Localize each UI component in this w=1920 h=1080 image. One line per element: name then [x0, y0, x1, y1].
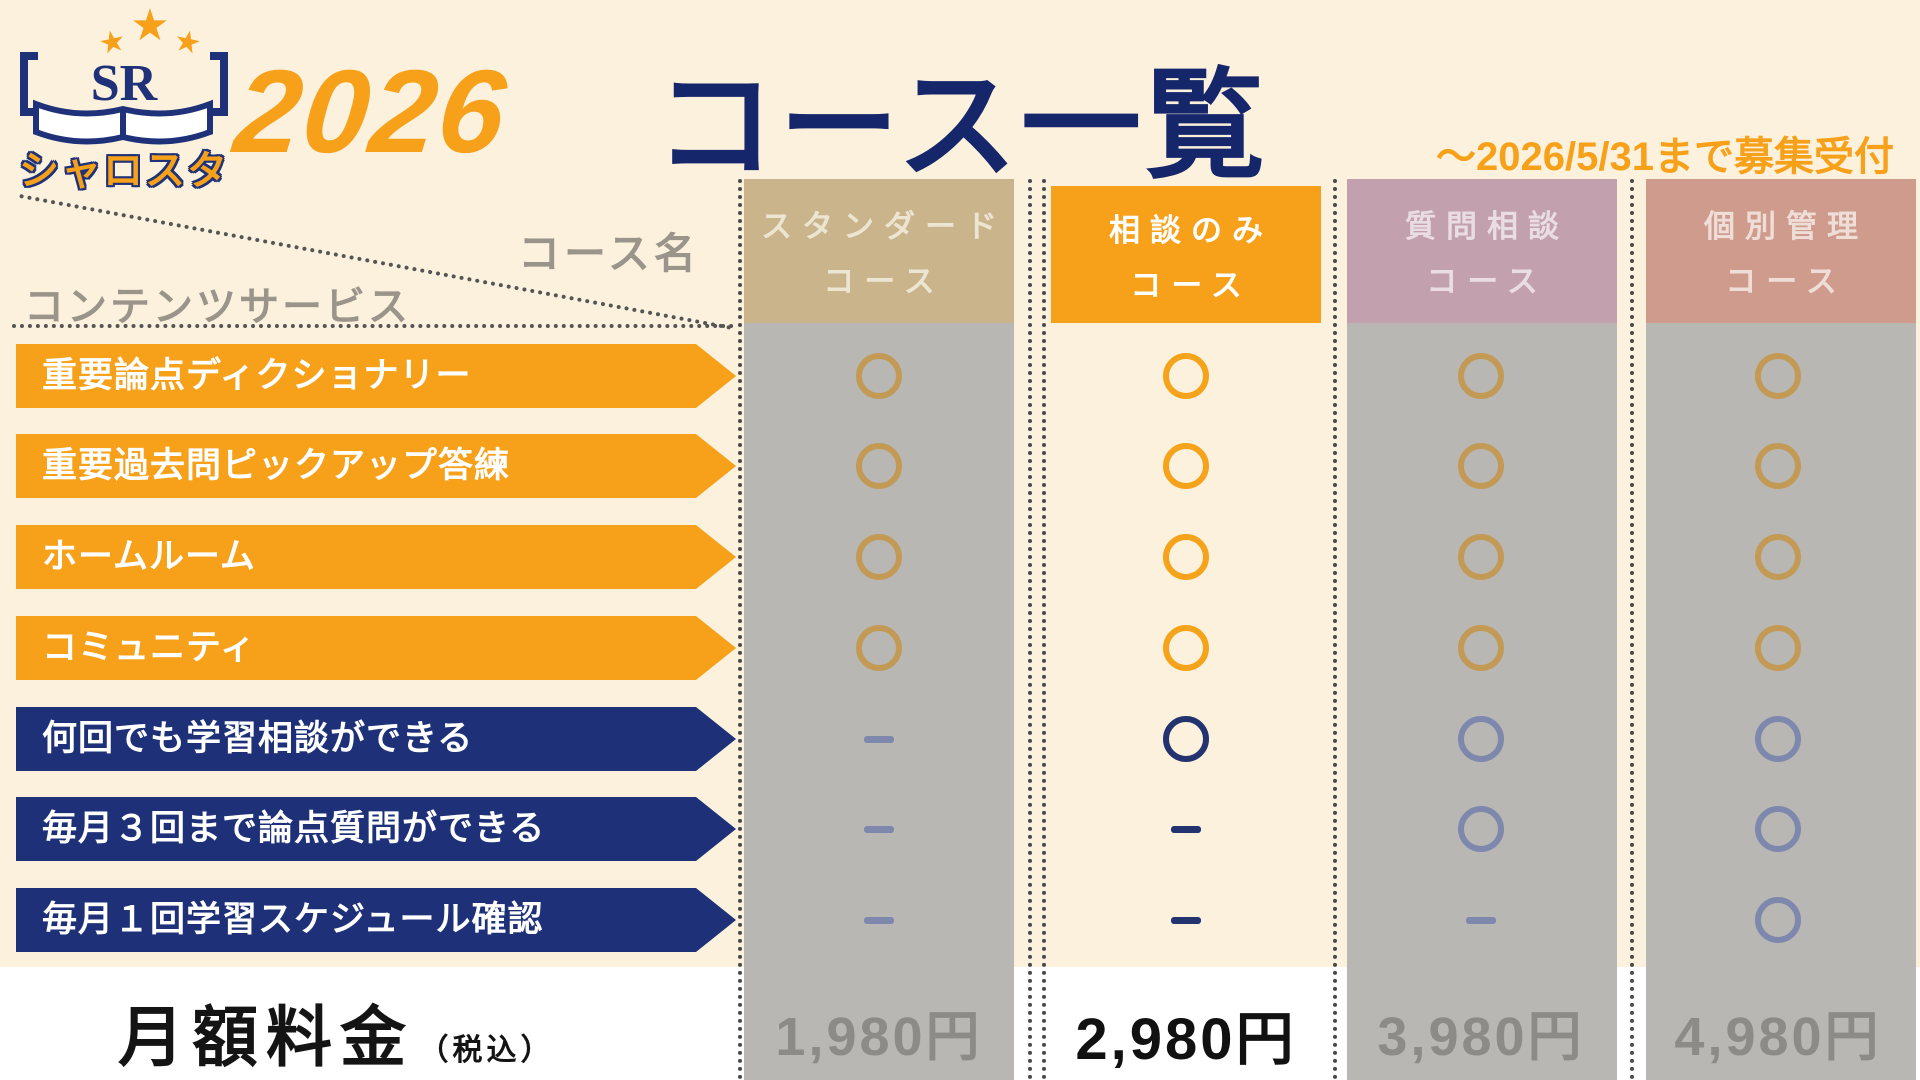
column-header-kobetsu: 個別管理 コース — [1646, 179, 1916, 323]
column-name: 相談のみ — [1109, 212, 1273, 248]
star-icon: ★ — [130, 1, 170, 50]
table-cell — [1755, 897, 1801, 943]
feature-arrow: 何回でも学習相談ができる — [16, 707, 736, 771]
table-cell — [856, 353, 902, 399]
feature-arrow: 毎月１回学習スケジュール確認 — [16, 888, 736, 952]
sr-logo: SR — [20, 52, 228, 122]
price-value: 3,980円 — [1377, 1007, 1585, 1067]
table-cell — [1458, 443, 1504, 489]
table-cell — [1163, 534, 1209, 580]
table-cell — [1163, 443, 1209, 489]
table-cell — [856, 534, 902, 580]
table-cell — [856, 897, 902, 943]
table-cell — [1755, 806, 1801, 852]
course-name-label: コース名 — [518, 230, 700, 277]
column-name: コース — [1426, 264, 1548, 299]
column-header-soudan-active: 相談のみ コース — [1051, 186, 1321, 323]
price-value: 1,980円 — [775, 1007, 983, 1067]
table-cell — [1755, 443, 1801, 489]
column-name: コース — [823, 264, 945, 299]
feature-label: 毎月１回学習スケジュール確認 — [42, 900, 544, 939]
table-cell — [1163, 353, 1209, 399]
page-title: コース一覧 — [655, 59, 1269, 193]
dotted-column-separator — [1333, 179, 1337, 1080]
brand-name: シャロスタ — [19, 149, 229, 193]
feature-label: 毎月３回まで論点質問ができる — [42, 809, 546, 848]
price-value: 2,980円 — [1075, 1007, 1297, 1072]
logo-bracket-right — [210, 52, 228, 116]
logo-stars: ★ ★ ★ — [70, 1, 230, 62]
table-cell — [1163, 716, 1209, 762]
column-header-standard: スタンダード コース — [744, 179, 1014, 323]
column-body-kobetsu — [1646, 322, 1916, 1080]
feature-arrow: ホームルーム — [16, 525, 736, 589]
table-cell — [1163, 897, 1209, 943]
table-cell — [1163, 625, 1209, 671]
feature-arrow: 重要論点ディクショナリー — [16, 344, 736, 408]
open-book-icon — [33, 99, 213, 145]
column-body-shitsumon — [1347, 322, 1617, 1080]
table-cell — [1755, 716, 1801, 762]
price-row-label: 月額料金 （税込） — [118, 984, 554, 1080]
table-cell — [856, 716, 902, 762]
table-cell — [856, 806, 902, 852]
price-label-text: 月額料金 — [118, 1000, 414, 1074]
feature-arrow: 毎月３回まで論点質問ができる — [16, 797, 736, 861]
dotted-column-separator — [738, 179, 742, 1080]
feature-label: ホームルーム — [42, 537, 256, 576]
feature-label: 何回でも学習相談ができる — [42, 719, 474, 758]
deadline-note: 〜2026/5/31まで募集受付 — [1436, 135, 1894, 179]
table-cell — [1755, 353, 1801, 399]
column-name: 質問相談 — [1405, 209, 1569, 244]
feature-arrow: 重要過去問ピックアップ答練 — [16, 434, 736, 498]
column-body-standard — [744, 322, 1014, 1080]
price-value: 4,980円 — [1674, 1007, 1882, 1067]
table-cell — [1755, 625, 1801, 671]
column-header-shitsumon: 質問相談 コース — [1347, 179, 1617, 323]
price-tax-note: （税込） — [418, 1034, 555, 1067]
feature-label: 重要過去問ピックアップ答練 — [42, 446, 511, 485]
dotted-horizontal-separator — [12, 324, 734, 328]
feature-label: コミュニティ — [42, 628, 256, 667]
table-cell — [1458, 534, 1504, 580]
feature-label: 重要論点ディクショナリー — [42, 356, 472, 395]
table-cell — [856, 443, 902, 489]
dotted-column-separator — [1042, 179, 1046, 1080]
column-name: コース — [1130, 267, 1252, 303]
content-service-label: コンテンツサービス — [24, 285, 411, 329]
table-cell — [1458, 897, 1504, 943]
table-cell — [1755, 534, 1801, 580]
dotted-column-separator — [1028, 179, 1032, 1080]
feature-arrow: コミュニティ — [16, 616, 736, 680]
year-label: 2026 — [229, 46, 514, 178]
logo-bracket-left — [20, 52, 38, 116]
dotted-column-separator — [1630, 179, 1634, 1080]
column-name: コース — [1725, 264, 1847, 299]
table-cell — [1458, 806, 1504, 852]
table-cell — [1458, 716, 1504, 762]
column-name: 個別管理 — [1704, 209, 1868, 244]
logo-sr-text: SR — [90, 55, 158, 112]
table-cell — [1458, 625, 1504, 671]
table-cell — [856, 625, 902, 671]
table-cell — [1458, 353, 1504, 399]
column-name: スタンダード — [761, 209, 1007, 244]
table-cell — [1163, 806, 1209, 852]
